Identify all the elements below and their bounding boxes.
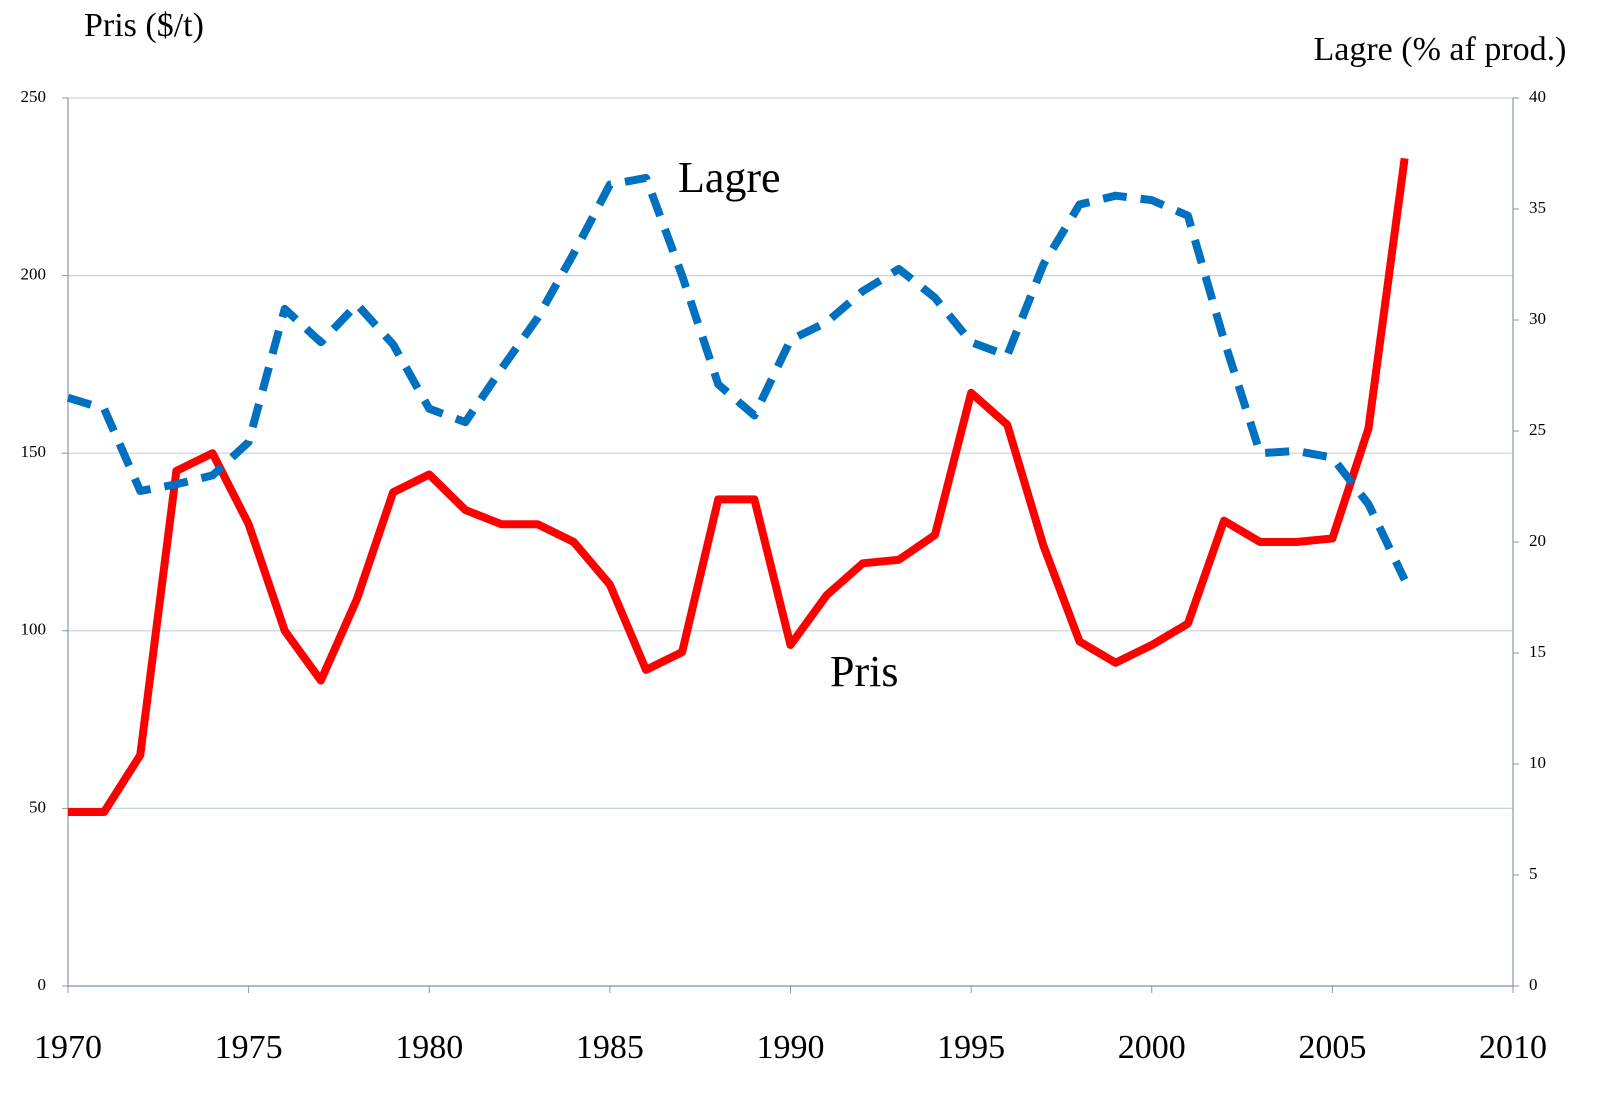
x-tick-label: 2000 bbox=[1118, 1029, 1186, 1066]
y2-tick-label: 5 bbox=[1529, 864, 1538, 883]
y-tick-label: 0 bbox=[38, 975, 47, 994]
x-tick-label: 2005 bbox=[1298, 1029, 1366, 1066]
series-line bbox=[66, 173, 1409, 582]
x-tick-label: 1995 bbox=[937, 1029, 1005, 1066]
y2-tick-label: 30 bbox=[1529, 309, 1546, 328]
y-tick-label: 250 bbox=[21, 87, 47, 106]
y2-tick-label: 25 bbox=[1529, 420, 1546, 439]
y-tick-label: 200 bbox=[21, 265, 47, 284]
x-tick-label: 1990 bbox=[757, 1029, 825, 1066]
x-tick-label: 1980 bbox=[395, 1029, 463, 1066]
y2-tick-label: 35 bbox=[1529, 198, 1546, 217]
y-axis-label: Pris ($/t) bbox=[84, 7, 204, 44]
y2-tick-label: 40 bbox=[1529, 87, 1546, 106]
y2-tick-label: 20 bbox=[1529, 531, 1546, 550]
y2-tick-label: 10 bbox=[1529, 753, 1546, 772]
y-tick-label: 150 bbox=[21, 442, 47, 461]
y2-tick-label: 0 bbox=[1529, 975, 1538, 994]
x-tick-label: 1970 bbox=[34, 1029, 102, 1066]
y2-tick-label: 15 bbox=[1529, 642, 1546, 661]
x-tick-label: 1975 bbox=[215, 1029, 283, 1066]
y-tick-label: 100 bbox=[21, 620, 47, 639]
x-tick-label: 2010 bbox=[1479, 1029, 1547, 1066]
annotation: Pris bbox=[830, 647, 898, 696]
y-tick-label: 50 bbox=[29, 797, 46, 816]
y2-axis-label: Lagre (% af prod.) bbox=[1314, 31, 1567, 68]
x-tick-label: 1985 bbox=[576, 1029, 644, 1066]
series-line bbox=[68, 157, 1409, 816]
annotation: Lagre bbox=[678, 153, 781, 202]
